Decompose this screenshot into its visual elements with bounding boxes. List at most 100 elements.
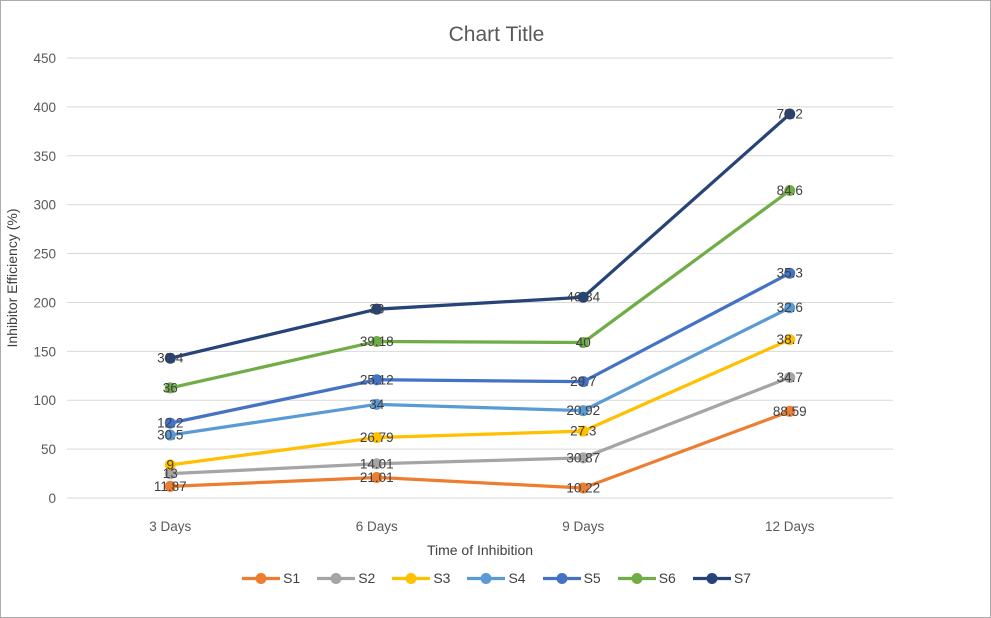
legend-item-s7: S7 [692, 570, 751, 586]
data-label-s7: 46.34 [566, 290, 600, 305]
data-point-s2 [577, 452, 589, 464]
legend-label-s4: S4 [508, 570, 526, 586]
series-line-s5 [168, 271, 792, 425]
legend-item-s3: S3 [392, 570, 450, 586]
data-label-s7: 30.4 [157, 351, 184, 366]
data-point-s6 [784, 184, 796, 196]
legend-item-s1: S1 [242, 570, 300, 586]
data-label-s5: 25.12 [360, 372, 394, 387]
legend-swatch-s5 [542, 572, 581, 584]
data-point-s7 [371, 303, 383, 315]
data-point-s3 [784, 334, 796, 346]
data-label-s2: 30.87 [566, 450, 600, 465]
data-point-s3 [164, 459, 176, 471]
data-point-s2 [784, 371, 796, 383]
data-point-s3 [577, 425, 589, 437]
x-axis-title: Time of Inhibition [426, 542, 534, 558]
data-label-s2: 34.7 [777, 370, 803, 385]
series-line-s4 [168, 306, 792, 437]
legend-swatch-s4 [467, 572, 506, 584]
data-label-s3: 38.7 [777, 332, 803, 347]
data-point-s1 [577, 482, 589, 494]
data-point-s3 [371, 432, 383, 444]
y-tick-label: 400 [33, 100, 56, 115]
y-tick-label: 450 [33, 51, 56, 66]
data-point-s5 [371, 374, 383, 386]
legend-label-s6: S6 [658, 570, 676, 586]
data-label-s1: 88.59 [773, 404, 807, 419]
legend-item-s6: S6 [617, 570, 676, 586]
legend-label-s2: S2 [358, 570, 376, 586]
y-tick-label: 0 [48, 491, 56, 506]
data-label-s4: 20.92 [566, 403, 600, 418]
data-point-s6 [371, 335, 383, 347]
data-point-s7 [577, 291, 589, 303]
series-line-s1 [168, 409, 792, 490]
data-point-s7 [164, 352, 176, 364]
data-label-s3: 27.3 [570, 424, 596, 439]
data-point-s5 [164, 417, 176, 429]
legend-swatch-s2 [317, 572, 356, 584]
data-label-s1: 10.22 [566, 481, 600, 496]
x-category-label: 9 Days [562, 519, 604, 534]
data-point-s7 [784, 108, 796, 120]
data-point-s5 [577, 376, 589, 388]
legend-swatch-s7 [692, 572, 731, 584]
data-point-s5 [784, 267, 796, 279]
data-label-s5: 29.7 [570, 374, 596, 389]
legend: S1 S2 S3 S4 S5 S6 S7 [1, 566, 990, 590]
data-label-s6: 36 [163, 380, 178, 395]
data-point-s1 [164, 480, 176, 492]
legend-item-s4: S4 [467, 570, 526, 586]
data-label-s7: 33 [369, 302, 384, 317]
data-label-s7: 78.2 [777, 107, 803, 122]
data-label-s6: 40 [576, 335, 591, 350]
legend-swatch-s6 [617, 572, 656, 584]
x-category-label: 3 Days [149, 519, 191, 534]
y-tick-label: 350 [33, 149, 56, 164]
y-tick-label: 100 [33, 393, 56, 408]
legend-item-s5: S5 [542, 570, 601, 586]
legend-swatch-s1 [242, 572, 281, 584]
data-label-s5: 12.2 [157, 416, 183, 431]
data-label-s4: 30.5 [157, 428, 183, 443]
y-tick-label: 250 [33, 247, 56, 262]
legend-label-s1: S1 [283, 570, 301, 586]
legend-swatch-s3 [392, 572, 431, 584]
data-point-s4 [164, 429, 176, 441]
data-label-s3: 9 [166, 457, 174, 472]
series-line-s7 [168, 112, 792, 360]
data-point-s1 [371, 471, 383, 483]
data-label-s4: 34 [369, 397, 385, 412]
legend-label-s3: S3 [433, 570, 451, 586]
data-label-s1: 21.01 [360, 470, 394, 485]
data-label-s6: 39.18 [360, 334, 394, 349]
legend-label-s7: S7 [733, 570, 751, 586]
data-label-s1: 11.87 [154, 479, 187, 494]
y-tick-label: 150 [33, 344, 56, 359]
legend-label-s5: S5 [583, 570, 601, 586]
y-tick-label: 200 [33, 295, 56, 310]
series-line-s3 [168, 337, 792, 467]
x-category-label: 6 Days [356, 519, 398, 534]
data-point-s6 [577, 337, 589, 349]
data-label-s5: 35.3 [777, 266, 803, 281]
data-label-s6: 84.6 [777, 183, 803, 198]
data-point-s4 [784, 302, 796, 314]
data-point-s2 [371, 458, 383, 470]
y-tick-label: 50 [41, 442, 56, 457]
data-label-s2: 14.01 [360, 456, 394, 471]
series-line-s6 [168, 188, 792, 390]
legend-item-s2: S2 [317, 570, 375, 586]
chart-title: Chart Title [448, 23, 545, 46]
y-tick-label: 300 [33, 198, 56, 213]
data-label-s3: 26.79 [360, 430, 394, 445]
data-point-s2 [164, 468, 176, 480]
data-point-s4 [577, 405, 589, 417]
data-label-s2: 13 [163, 466, 178, 481]
series-line-s2 [168, 375, 792, 476]
data-point-s6 [164, 382, 176, 394]
data-point-s4 [371, 398, 383, 410]
